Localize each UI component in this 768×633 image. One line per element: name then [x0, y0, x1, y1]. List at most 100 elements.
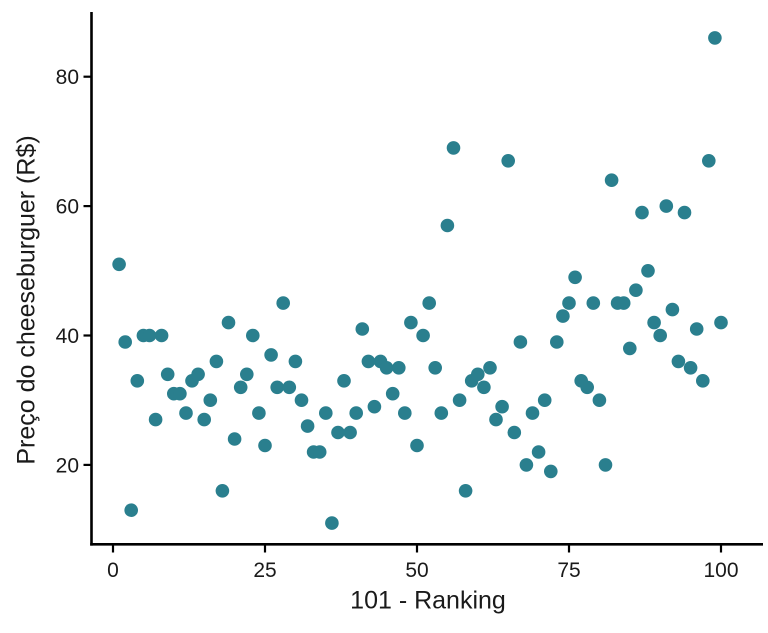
data-point [598, 458, 613, 472]
data-point [629, 283, 643, 298]
data-point [495, 399, 509, 414]
data-point [446, 141, 461, 155]
data-point [477, 380, 491, 395]
data-point [647, 315, 661, 330]
data-point [288, 354, 303, 369]
data-point [714, 315, 728, 330]
data-point [179, 406, 193, 420]
data-point [148, 412, 163, 427]
data-point [410, 438, 424, 453]
data-point [240, 367, 254, 382]
data-point [404, 315, 418, 330]
x-tick-label: 100 [703, 559, 738, 582]
data-point [124, 503, 138, 517]
data-point [367, 399, 382, 414]
data-point [702, 154, 716, 168]
data-point [428, 361, 443, 375]
data-point [270, 380, 285, 395]
data-point [312, 445, 327, 459]
data-point [160, 367, 175, 382]
data-point [501, 154, 515, 168]
data-point [513, 335, 528, 349]
data-point [483, 361, 497, 375]
data-point [252, 406, 266, 420]
data-point [282, 380, 297, 395]
data-point [471, 367, 485, 382]
data-point [264, 348, 278, 362]
data-point [434, 406, 449, 420]
data-point [343, 425, 357, 440]
data-point [197, 412, 211, 427]
data-point [544, 464, 558, 479]
x-tick-label: 50 [405, 559, 428, 582]
data-point [537, 393, 552, 408]
data-point [130, 374, 145, 388]
data-point [562, 296, 576, 310]
data-point [112, 257, 126, 272]
data-point [452, 393, 467, 408]
data-point [349, 406, 364, 420]
data-point [319, 406, 333, 420]
data-point [258, 438, 272, 453]
data-point [385, 386, 400, 401]
data-point [592, 393, 607, 408]
data-point [294, 393, 309, 408]
data-point [519, 458, 534, 472]
data-point [233, 380, 248, 395]
data-point [325, 516, 339, 530]
data-point [191, 367, 205, 382]
data-point [556, 309, 570, 323]
y-tick-label: 60 [56, 196, 79, 219]
data-point [118, 335, 132, 349]
x-tick-label: 0 [107, 559, 119, 582]
data-point [568, 270, 582, 285]
data-point [665, 302, 680, 317]
data-point [689, 322, 704, 336]
x-axis-title: 101 - Ranking [350, 586, 506, 615]
data-point [154, 328, 169, 343]
y-axis-title: Preço do cheeseburguer (R$) [12, 135, 41, 465]
data-point [392, 361, 406, 375]
data-point [507, 425, 522, 440]
data-point [246, 328, 260, 343]
data-point [708, 31, 722, 45]
data-point [379, 361, 394, 375]
data-point [683, 361, 698, 375]
data-point [209, 354, 224, 369]
data-point [653, 328, 667, 343]
data-point [604, 173, 619, 187]
data-point [635, 205, 649, 220]
data-point [361, 354, 376, 369]
x-tick-label: 75 [557, 559, 580, 582]
data-point [458, 484, 473, 498]
data-point [355, 322, 370, 336]
data-point [525, 406, 540, 420]
data-point [276, 296, 291, 310]
data-point [422, 296, 437, 310]
data-point [623, 341, 637, 356]
data-point [531, 445, 546, 459]
data-point [142, 328, 157, 343]
data-point [398, 406, 412, 420]
data-point [300, 419, 315, 433]
data-point [489, 412, 503, 427]
y-tick-label: 40 [56, 325, 79, 348]
data-point [203, 393, 218, 408]
data-point [616, 296, 631, 310]
data-point [580, 380, 594, 395]
x-tick-label: 25 [253, 559, 276, 582]
data-point [671, 354, 686, 369]
data-point [416, 328, 430, 343]
data-point [677, 205, 692, 220]
data-point [173, 386, 187, 401]
data-point [550, 335, 564, 349]
data-point [227, 432, 242, 446]
data-point [659, 199, 674, 213]
y-tick-label: 80 [56, 66, 79, 89]
data-point [586, 296, 601, 310]
data-point [440, 218, 455, 233]
data-point [221, 315, 236, 330]
data-point [215, 484, 230, 498]
